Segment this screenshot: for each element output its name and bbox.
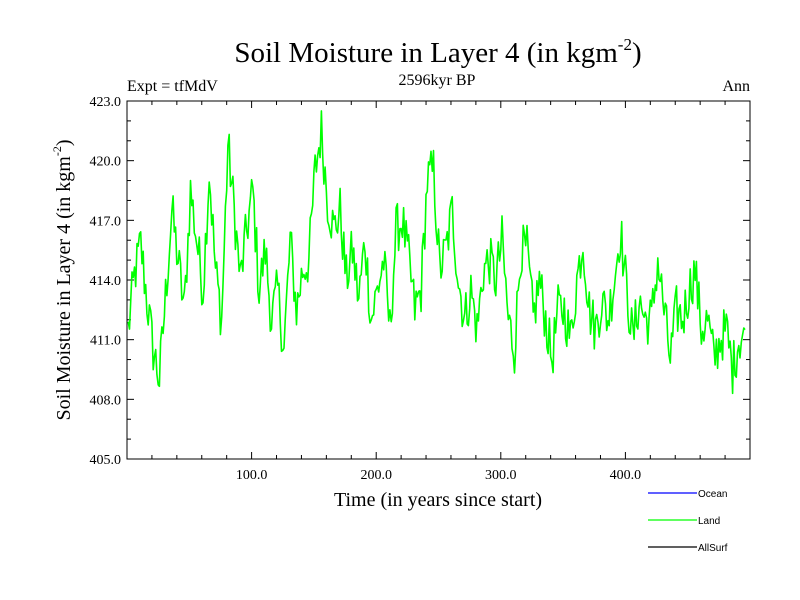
subtitle-center: 2596kyr BP [399, 72, 476, 89]
y-tick-label: 420.0 [90, 155, 122, 170]
y-tick-label: 417.0 [90, 214, 122, 229]
y-tick-label: 411.0 [90, 334, 121, 349]
y-tick-label: 408.0 [90, 393, 122, 408]
x-axis-label: Time (in years since start) [334, 489, 542, 511]
y-axis-label-superscript: -2 [50, 146, 64, 156]
legend-label-land: Land [698, 516, 720, 527]
x-tick-label: 100.0 [236, 468, 268, 483]
chart-title-suffix: ) [632, 37, 642, 69]
subtitle-right: Ann [722, 78, 750, 95]
y-tick-label: 405.0 [90, 453, 122, 468]
subtitle-left: Expt = tfMdV [127, 78, 218, 95]
x-tick-label: 400.0 [610, 468, 642, 483]
legend: Ocean Land AllSurf [648, 489, 728, 554]
x-tick-label: 300.0 [485, 468, 517, 483]
chart-title: Soil Moisture in Layer 4 (in kgm-2) [234, 35, 641, 69]
y-axis-label-suffix: ) [53, 139, 75, 146]
y-tick-label: 414.0 [90, 274, 122, 289]
y-tick-label: 423.0 [90, 95, 122, 110]
series-line-land [127, 110, 746, 395]
legend-label-allsurf: AllSurf [698, 543, 728, 554]
chart-title-superscript: -2 [618, 35, 632, 54]
y-axis-label: Soil Moisture in Layer 4 (in kgm-2) [50, 139, 75, 420]
x-axis-ticks: 100.0 200.0 300.0 400.0 [151, 101, 726, 483]
y-axis-ticks: 405.0 408.0 411.0 414.0 417.0 420.0 423.0 [90, 95, 750, 468]
series-layer [127, 110, 746, 395]
x-tick-label: 200.0 [360, 468, 392, 483]
legend-label-ocean: Ocean [698, 489, 727, 500]
